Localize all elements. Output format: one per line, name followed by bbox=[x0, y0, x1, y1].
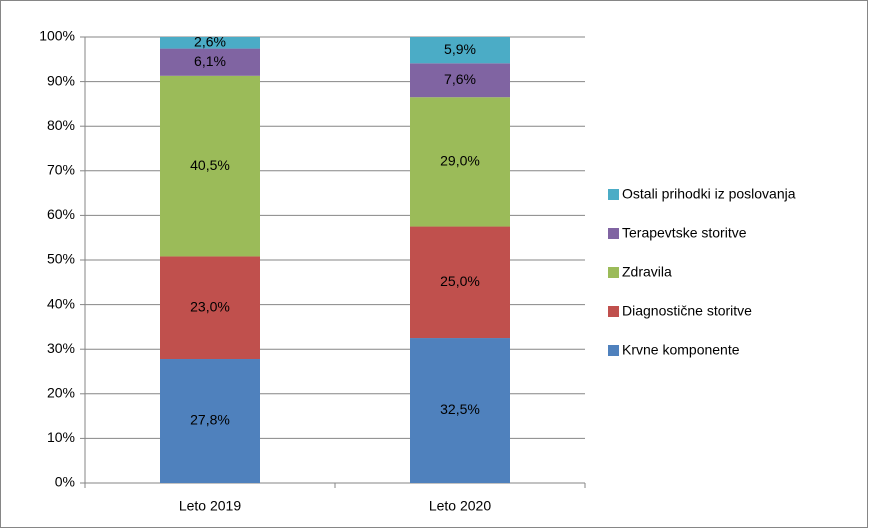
legend-label: Diagnostične storitve bbox=[622, 303, 752, 319]
y-tick-label: 10% bbox=[47, 429, 75, 445]
bar-segment bbox=[160, 37, 260, 49]
legend-swatch bbox=[608, 189, 619, 200]
data-label: 5,9% bbox=[444, 41, 476, 57]
bar-segment bbox=[160, 48, 260, 76]
y-tick-label: 40% bbox=[47, 295, 75, 311]
legend-swatch bbox=[608, 306, 619, 317]
data-label: 23,0% bbox=[190, 298, 230, 314]
bar-segment bbox=[160, 359, 260, 483]
bar-segment bbox=[410, 97, 510, 227]
legend-swatch bbox=[608, 345, 619, 356]
y-tick-label: 30% bbox=[47, 340, 75, 356]
data-label: 2,6% bbox=[194, 34, 226, 50]
bar-segment bbox=[410, 37, 510, 64]
y-tick-label: 0% bbox=[55, 474, 75, 490]
data-label: 7,6% bbox=[444, 71, 476, 87]
x-tick-label: Leto 2020 bbox=[429, 498, 491, 514]
legend-swatch bbox=[608, 228, 619, 239]
legend-label: Terapevtske storitve bbox=[622, 225, 747, 241]
legend-label: Zdravila bbox=[622, 264, 672, 280]
bar-segment bbox=[160, 75, 260, 257]
legend-label: Krvne komponente bbox=[622, 342, 740, 358]
y-tick-label: 90% bbox=[47, 72, 75, 88]
bar-segment bbox=[410, 338, 510, 483]
y-tick-label: 80% bbox=[47, 117, 75, 133]
data-label: 27,8% bbox=[190, 412, 230, 428]
data-label: 40,5% bbox=[190, 157, 230, 173]
data-label: 25,0% bbox=[440, 273, 480, 289]
data-label: 29,0% bbox=[440, 153, 480, 169]
y-tick-label: 20% bbox=[47, 385, 75, 401]
legend-swatch bbox=[608, 267, 619, 278]
y-tick-label: 60% bbox=[47, 206, 75, 222]
data-label: 32,5% bbox=[440, 401, 480, 417]
y-tick-label: 100% bbox=[39, 28, 75, 44]
legend-label: Ostali prihodki iz poslovanja bbox=[622, 186, 796, 202]
bar-segment bbox=[160, 256, 260, 360]
x-tick-label: Leto 2019 bbox=[179, 498, 241, 514]
bar-segment bbox=[410, 63, 510, 98]
y-tick-label: 70% bbox=[47, 162, 75, 178]
bar-segment bbox=[410, 226, 510, 339]
data-label: 6,1% bbox=[194, 53, 226, 69]
y-tick-label: 50% bbox=[47, 251, 75, 267]
